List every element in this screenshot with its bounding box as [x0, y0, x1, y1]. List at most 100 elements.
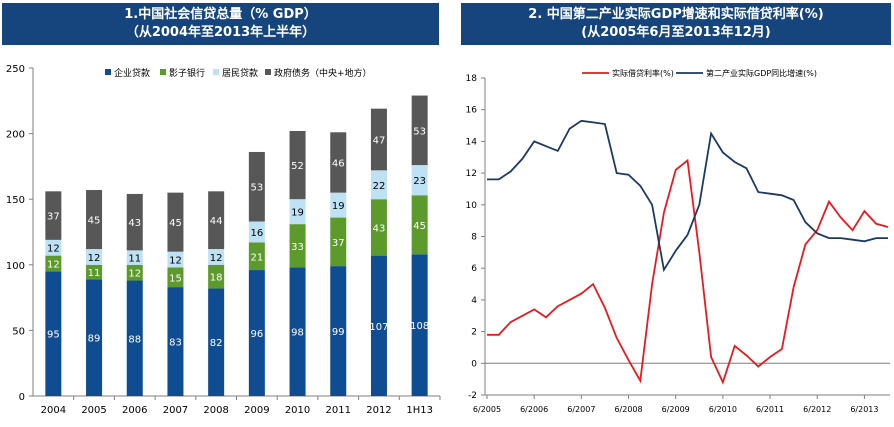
chart1-bar-segment — [126, 250, 143, 265]
chart1-bar-segment — [86, 279, 103, 396]
chart1-x-tick-label: 2007 — [163, 405, 188, 416]
chart1-y-tick-label: 250 — [6, 64, 25, 75]
chart1-bar-segment — [167, 192, 184, 252]
chart2-y-tick-label: 16 — [466, 106, 478, 116]
chart1-x-tick-label: 2009 — [244, 405, 269, 416]
chart1-bar-segment — [126, 264, 143, 281]
chart1-bar-segment — [45, 255, 62, 272]
chart1-bar-segment — [86, 264, 103, 280]
chart1-bar-segment — [289, 224, 306, 268]
chart1-bar-segment — [330, 132, 347, 193]
chart1-data-label: 11 — [88, 268, 101, 279]
chart1-y-tick-label: 50 — [12, 326, 25, 337]
chart2-y-tick-label: 2 — [471, 328, 477, 338]
chart2-legend-label: 第二产业实际GDP同比增速(%) — [706, 68, 817, 78]
chart2-x-tick-label: 6/2009 — [662, 405, 690, 414]
chart1-data-label: 46 — [332, 158, 345, 169]
chart1-data-label: 95 — [47, 330, 60, 341]
chart1-bar-segment — [248, 270, 265, 396]
chart1-data-label: 53 — [413, 126, 426, 137]
chart2-y-tick-label: 4 — [471, 296, 477, 306]
chart2-x-tick-label: 6/2005 — [473, 405, 501, 414]
chart1-bar-segment — [411, 195, 428, 255]
chart1-bar-segment — [126, 280, 143, 396]
chart1-bar-segment — [248, 242, 265, 271]
chart1-bar-segment — [45, 239, 62, 256]
chart1-y-tick-label: 200 — [6, 130, 25, 141]
chart1-legend-label: 政府债务（中央+地方） — [274, 67, 372, 79]
chart1-data-label: 16 — [250, 228, 263, 239]
chart1-bar-segment — [370, 170, 387, 200]
chart1-x-tick-label: 2008 — [203, 405, 228, 416]
chart1-data-label: 43 — [373, 223, 386, 234]
chart1-y-tick-label: 0 — [19, 392, 25, 403]
chart2-x-tick-label: 6/2008 — [614, 405, 642, 414]
chart1-bar-segment — [248, 221, 265, 243]
chart2-y-tick-label: 18 — [466, 74, 478, 84]
chart1-data-label: 89 — [88, 334, 101, 345]
chart2-x-tick-label: 6/2010 — [709, 405, 737, 414]
chart1-legend-swatch — [160, 69, 166, 75]
chart1-data-label: 37 — [47, 212, 60, 223]
chart1-x-tick-label: 2010 — [285, 405, 310, 416]
chart1-data-label: 99 — [332, 327, 345, 338]
chart2-series-line-gdp-growth — [487, 119, 888, 273]
chart1-data-label: 15 — [169, 273, 182, 284]
chart1-data-label: 21 — [250, 252, 263, 263]
chart1-x-tick-label: 2011 — [326, 405, 351, 416]
chart1-bar-segment — [208, 249, 225, 265]
chart1-bar-segment — [370, 255, 387, 396]
chart1-bar-segment — [411, 254, 428, 396]
chart1-x-tick-label: 1H13 — [406, 405, 433, 416]
chart2-x-tick-label: 6/2013 — [850, 405, 878, 414]
chart1-legend-swatch — [105, 69, 111, 75]
chart1-legend-label: 企业贷款 — [114, 67, 150, 79]
chart1-bar-segment — [167, 251, 184, 268]
chart1-data-label: 19 — [291, 208, 304, 219]
chart1-bar-segment — [86, 190, 103, 250]
chart1-x-tick-label: 2004 — [41, 405, 66, 416]
chart2-y-tick-label: 10 — [466, 201, 478, 211]
chart2-legend-label: 实际借贷利率(%) — [612, 68, 674, 78]
chart1-bar-segment — [289, 130, 306, 200]
chart1-bar-segment — [330, 217, 347, 267]
chart1-bar-segment — [370, 199, 387, 256]
chart1-data-label: 22 — [373, 181, 386, 192]
chart1-subtitle: （从2004年至2013年上半年） — [125, 25, 316, 40]
chart1-bar-segment — [370, 108, 387, 171]
chart1-data-label: 12 — [47, 259, 60, 270]
chart1-bar-segment — [411, 95, 428, 166]
chart1-data-label: 44 — [210, 216, 223, 227]
chart2-title-bar: 2. 中国第二产业实际GDP增速和实际借贷利率(%) (从2005年6月至201… — [461, 3, 891, 45]
chart1-bar-segment — [248, 151, 265, 222]
chart1-y-tick-label: 150 — [6, 195, 25, 206]
chart1-data-label: 107 — [369, 322, 388, 333]
chart1-data-label: 45 — [413, 221, 426, 232]
chart2-x-tick-label: 6/2007 — [567, 405, 595, 414]
chart1-data-label: 33 — [291, 242, 304, 253]
chart1-data-label: 37 — [332, 238, 345, 249]
chart1-data-label: 96 — [250, 329, 263, 340]
chart1-data-label: 98 — [291, 328, 304, 339]
chart1-data-label: 12 — [128, 269, 141, 280]
chart1-bar-segment — [411, 165, 428, 196]
chart1-data-label: 88 — [128, 334, 141, 345]
chart2-y-tick-label: 6 — [471, 264, 477, 274]
chart1-bar-segment — [330, 266, 347, 396]
chart2-series-line-lending-rate — [487, 158, 889, 385]
chart1-data-label: 19 — [332, 201, 345, 212]
chart1-bar-segment — [289, 267, 306, 396]
chart1-bar-segment — [45, 271, 62, 396]
chart1-bar-segment — [208, 191, 225, 250]
chart1-data-label: 12 — [169, 256, 182, 267]
chart1-data-label: 53 — [250, 183, 263, 194]
chart1-data-label: 12 — [88, 253, 101, 264]
chart1-data-label: 45 — [88, 216, 101, 227]
chart2-y-tick-label: 0 — [471, 359, 477, 369]
chart1-bar-segment — [167, 267, 184, 288]
chart1-bar-segment — [330, 192, 347, 218]
chart2-x-tick-label: 6/2006 — [520, 405, 548, 414]
chart1-legend-swatch — [265, 69, 271, 75]
